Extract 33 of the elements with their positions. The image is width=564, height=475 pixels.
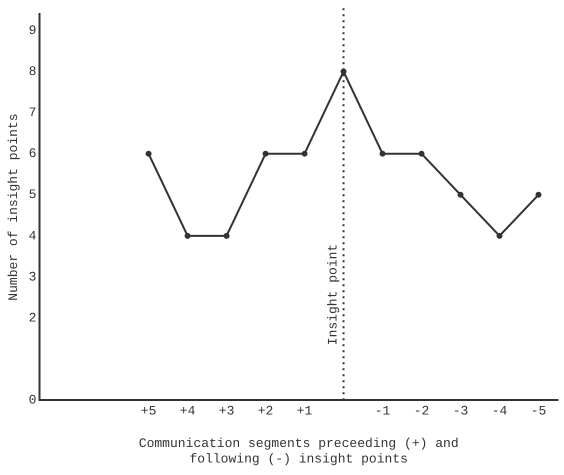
y-tick-label: 8 <box>28 64 36 79</box>
y-tick-label: 0 <box>28 392 36 408</box>
y-tick-label: 4 <box>28 228 37 244</box>
point <box>184 232 191 239</box>
point <box>340 68 347 75</box>
y-tick-label: 9 <box>28 22 36 38</box>
y-tick-label: 6 <box>28 146 36 162</box>
ref-line-label: Insight point <box>325 244 340 346</box>
point <box>458 192 464 198</box>
x-tick-label: -2 <box>414 403 430 418</box>
y-axis-title: Number of insight points <box>6 113 22 301</box>
x-tick-label: +2 <box>258 403 274 418</box>
point <box>224 232 230 239</box>
point <box>536 192 542 198</box>
x-tick-label: +1 <box>296 403 313 418</box>
y-tick-label: 7 <box>28 105 36 120</box>
point <box>380 150 386 157</box>
y-tick-label: 5 <box>28 187 36 202</box>
y-tick-label: 3 <box>28 269 36 284</box>
x-tick-label: -4 <box>492 403 508 418</box>
point <box>302 150 308 157</box>
x-tick-label: +5 <box>140 403 156 418</box>
y-tick-label: 2 <box>28 310 36 326</box>
point <box>146 150 152 157</box>
x-tick-label: -5 <box>530 403 546 418</box>
x-tick-label: -1 <box>374 403 391 418</box>
point <box>418 150 425 157</box>
x-tick-label: -3 <box>452 403 468 418</box>
x-tick-label: +4 <box>180 403 196 418</box>
x-axis-title: Communication segments preceeding (+) and following (-) insight points <box>138 436 459 467</box>
point <box>262 150 269 157</box>
point <box>496 232 503 239</box>
x-tick-label: +3 <box>218 403 234 418</box>
